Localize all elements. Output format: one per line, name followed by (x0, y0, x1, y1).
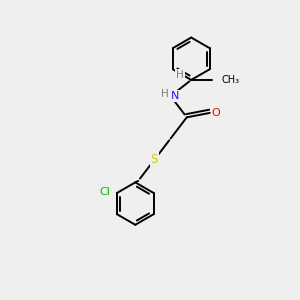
Text: H: H (161, 89, 169, 99)
Text: H: H (176, 70, 184, 80)
Text: N: N (171, 91, 179, 101)
Text: CH₃: CH₃ (221, 75, 239, 85)
Text: Cl: Cl (100, 187, 111, 196)
Text: S: S (151, 153, 158, 166)
Text: O: O (212, 108, 220, 118)
